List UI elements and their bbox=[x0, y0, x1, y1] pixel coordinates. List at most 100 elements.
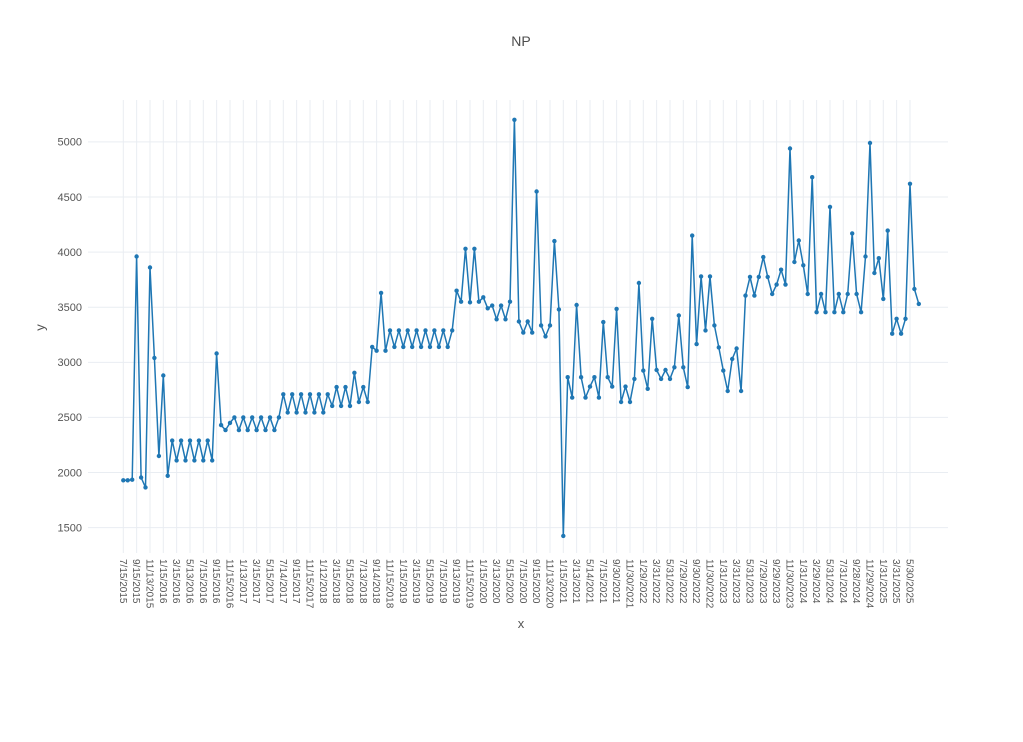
data-point-marker[interactable] bbox=[170, 438, 175, 443]
data-point-marker[interactable] bbox=[756, 274, 761, 280]
data-point-marker[interactable] bbox=[583, 395, 588, 400]
data-point-marker[interactable] bbox=[450, 328, 455, 333]
data-point-marker[interactable] bbox=[818, 291, 824, 297]
data-point-marker[interactable] bbox=[241, 415, 246, 420]
data-point-marker[interactable] bbox=[303, 410, 308, 415]
data-point-marker[interactable] bbox=[587, 384, 593, 389]
data-point-marker[interactable] bbox=[867, 140, 873, 146]
data-point-marker[interactable] bbox=[765, 274, 770, 280]
data-point-marker[interactable] bbox=[810, 175, 815, 180]
data-point-marker[interactable] bbox=[183, 458, 188, 463]
data-point-marker[interactable] bbox=[147, 265, 153, 270]
data-point-marker[interactable] bbox=[294, 410, 299, 415]
data-point-marker[interactable] bbox=[432, 328, 437, 333]
data-point-marker[interactable] bbox=[534, 189, 539, 194]
data-point-marker[interactable] bbox=[761, 254, 766, 260]
data-point-marker[interactable] bbox=[418, 344, 424, 350]
data-point-marker[interactable] bbox=[218, 422, 224, 428]
data-point-marker[interactable] bbox=[325, 392, 330, 397]
data-point-marker[interactable] bbox=[290, 392, 295, 397]
data-point-marker[interactable] bbox=[716, 345, 721, 350]
data-point-marker[interactable] bbox=[876, 256, 881, 261]
data-point-marker[interactable] bbox=[627, 399, 633, 405]
data-point-marker[interactable] bbox=[130, 477, 135, 482]
data-point-marker[interactable] bbox=[636, 280, 642, 286]
data-point-marker[interactable] bbox=[307, 392, 313, 397]
data-point-marker[interactable] bbox=[370, 344, 375, 350]
data-point-marker[interactable] bbox=[556, 307, 562, 312]
data-point-marker[interactable] bbox=[601, 319, 606, 325]
data-point-marker[interactable] bbox=[405, 328, 410, 333]
data-point-marker[interactable] bbox=[650, 316, 655, 321]
data-point-marker[interactable] bbox=[165, 473, 170, 478]
data-point-marker[interactable] bbox=[205, 438, 210, 443]
data-point-marker[interactable] bbox=[787, 146, 793, 151]
data-point-marker[interactable] bbox=[267, 415, 273, 420]
data-point-marker[interactable] bbox=[285, 410, 290, 415]
data-point-marker[interactable] bbox=[263, 427, 268, 433]
data-point-marker[interactable] bbox=[258, 415, 264, 420]
data-point-marker[interactable] bbox=[667, 376, 673, 382]
data-point-marker[interactable] bbox=[298, 392, 304, 397]
data-point-marker[interactable] bbox=[592, 375, 597, 380]
data-point-marker[interactable] bbox=[414, 328, 419, 333]
data-point-marker[interactable] bbox=[725, 388, 730, 394]
data-point-marker[interactable] bbox=[623, 384, 628, 389]
data-point-marker[interactable] bbox=[125, 478, 130, 483]
data-point-marker[interactable] bbox=[845, 291, 850, 297]
data-point-marker[interactable] bbox=[681, 365, 686, 370]
data-point-marker[interactable] bbox=[632, 376, 637, 382]
data-point-marker[interactable] bbox=[858, 310, 864, 315]
data-point-marker[interactable] bbox=[547, 323, 553, 328]
data-point-marker[interactable] bbox=[485, 306, 490, 311]
data-point-marker[interactable] bbox=[494, 317, 499, 322]
data-point-marker[interactable] bbox=[312, 410, 317, 415]
data-point-marker[interactable] bbox=[272, 427, 277, 433]
data-point-marker[interactable] bbox=[774, 282, 779, 287]
data-point-marker[interactable] bbox=[783, 282, 788, 287]
data-point-marker[interactable] bbox=[334, 384, 339, 390]
data-point-marker[interactable] bbox=[530, 330, 535, 335]
data-point-marker[interactable] bbox=[916, 301, 921, 307]
data-point-marker[interactable] bbox=[698, 274, 704, 279]
data-point-marker[interactable] bbox=[747, 274, 753, 280]
data-point-marker[interactable] bbox=[178, 438, 184, 443]
data-point-marker[interactable] bbox=[827, 204, 833, 210]
data-point-marker[interactable] bbox=[738, 388, 744, 394]
data-point-marker[interactable] bbox=[330, 403, 335, 409]
data-point-marker[interactable] bbox=[863, 254, 868, 259]
data-point-marker[interactable] bbox=[752, 293, 757, 298]
data-point-marker[interactable] bbox=[187, 438, 193, 443]
data-point-marker[interactable] bbox=[703, 328, 708, 333]
data-point-marker[interactable] bbox=[552, 238, 557, 244]
data-point-marker[interactable] bbox=[525, 319, 530, 324]
data-point-marker[interactable] bbox=[232, 415, 237, 420]
data-point-marker[interactable] bbox=[672, 365, 677, 370]
data-point-marker[interactable] bbox=[521, 330, 526, 335]
data-point-marker[interactable] bbox=[445, 344, 450, 350]
data-point-marker[interactable] bbox=[903, 316, 908, 321]
data-point-marker[interactable] bbox=[574, 302, 579, 308]
data-point-marker[interactable] bbox=[614, 306, 619, 312]
data-point-marker[interactable] bbox=[396, 328, 402, 333]
data-point-marker[interactable] bbox=[423, 328, 428, 333]
data-point-marker[interactable] bbox=[685, 384, 690, 390]
data-point-marker[interactable] bbox=[347, 403, 353, 409]
data-point-marker[interactable] bbox=[401, 344, 406, 350]
data-point-marker[interactable] bbox=[538, 323, 544, 328]
data-point-marker[interactable] bbox=[796, 238, 801, 243]
data-point-marker[interactable] bbox=[227, 420, 233, 426]
data-point-marker[interactable] bbox=[565, 375, 570, 380]
data-point-marker[interactable] bbox=[658, 376, 664, 382]
data-point-marker[interactable] bbox=[134, 254, 139, 259]
data-point-marker[interactable] bbox=[743, 293, 748, 298]
data-point-marker[interactable] bbox=[770, 291, 775, 297]
data-point-marker[interactable] bbox=[801, 263, 806, 268]
data-point-marker[interactable] bbox=[712, 323, 717, 328]
data-point-marker[interactable] bbox=[894, 316, 899, 321]
data-point-marker[interactable] bbox=[245, 427, 250, 433]
data-point-marker[interactable] bbox=[361, 384, 366, 390]
data-point-marker[interactable] bbox=[641, 368, 646, 373]
data-point-marker[interactable] bbox=[512, 117, 517, 123]
